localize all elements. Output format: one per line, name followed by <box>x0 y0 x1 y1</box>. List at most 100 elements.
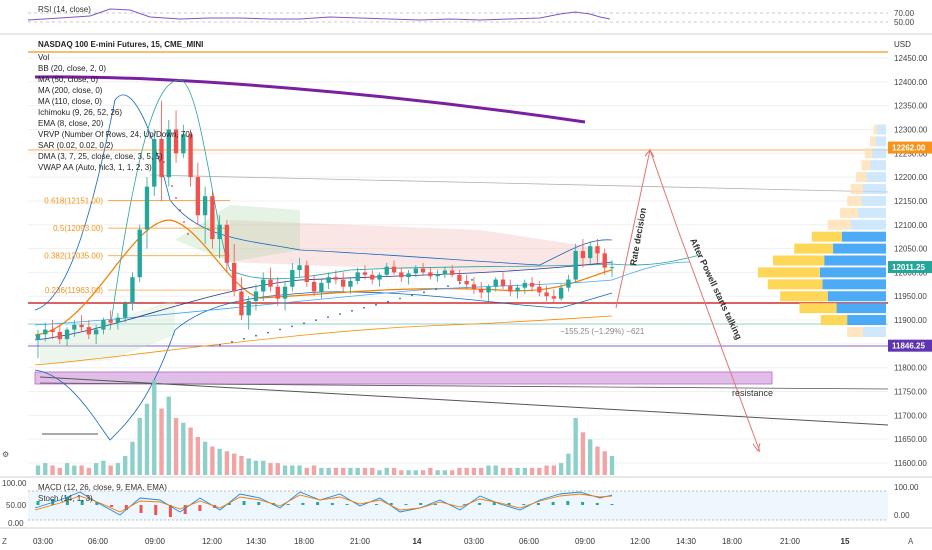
candle-body <box>115 317 121 323</box>
volume-bar <box>123 456 128 475</box>
volume-bar <box>580 432 586 475</box>
vrvp-down-bar <box>827 291 886 302</box>
legend-item[interactable]: MA (50, close, 0) <box>38 75 98 84</box>
legend-item[interactable]: BB (20, close, 2, 0) <box>38 64 106 73</box>
volume-bars <box>35 380 615 475</box>
macd-bar <box>65 497 69 505</box>
vrvp-up-bar <box>864 148 872 159</box>
time-tick-label: 14 <box>413 537 422 546</box>
macd-tick-left-0: 0.00 <box>8 519 24 528</box>
volume-bar <box>246 458 251 475</box>
candle-body <box>326 277 331 283</box>
volume-bar <box>515 467 520 475</box>
candle-body <box>166 129 171 178</box>
candle-body <box>413 268 419 274</box>
volume-bar <box>566 453 571 475</box>
price-pane[interactable]: 0.618(12151.00) 0.5(12093.00) 0.382(12035.… <box>28 51 889 475</box>
price-tick-label: 12050.00 <box>894 245 928 254</box>
candle-body <box>580 250 586 259</box>
price-tick-label: 11900.00 <box>894 316 927 325</box>
candle-body <box>297 265 302 271</box>
legend-item[interactable]: VRVP (Number Of Rows, 24, Up/Down, 70) <box>38 130 193 139</box>
price-axis[interactable]: USD 12450.00 12400.00 12350.00 12300.00 1225… <box>894 40 928 468</box>
volume-bar <box>93 463 99 475</box>
volume-bar <box>275 463 280 475</box>
volume-bar <box>435 470 440 475</box>
macd-tick-right-100: 100.00 <box>894 483 919 492</box>
candle-body <box>144 186 150 230</box>
annotation-resistance[interactable]: resistance <box>732 388 773 398</box>
macd-pane[interactable]: MACD (12, 26, close, 9, EMA, EMA) Stoch … <box>2 479 919 528</box>
compare-icon[interactable]: ⚙ <box>2 450 9 459</box>
candle-body <box>93 329 99 335</box>
fib-level-label: 0.382(12035.00) <box>44 252 103 261</box>
legend-item[interactable]: MA (110, close, 0) <box>38 97 102 106</box>
macd-bar <box>389 503 393 505</box>
legend-item[interactable]: VWAP AA (Auto, hlc3, 1, 1, 2, 3) <box>38 163 152 172</box>
ma-200-curve[interactable] <box>34 75 586 124</box>
auto-scale-icon[interactable]: A <box>908 537 914 546</box>
volume-bar <box>173 418 179 475</box>
fib-level-label: 0.618(12151.00) <box>44 196 103 205</box>
macd-bar <box>507 503 511 505</box>
candle-body <box>35 334 41 340</box>
sar-dot <box>339 313 341 315</box>
volume-bar <box>108 465 113 475</box>
volume-bar <box>340 467 346 475</box>
legend-item[interactable]: DMA (3, 7, 25, close, close, 3, 5, 5) <box>38 152 163 161</box>
candle-body <box>333 277 339 280</box>
candle-body <box>311 281 317 292</box>
volume-bar <box>420 470 426 475</box>
arrow-rate-decision[interactable] <box>615 148 761 453</box>
volume-bar <box>202 441 208 475</box>
vrvp-down-bar <box>850 219 886 230</box>
macd-bar <box>492 502 496 505</box>
time-axis[interactable]: 03:00 06:00 09:00 12:00 14:30 18:00 21:00 14 03:… <box>33 537 850 546</box>
volume-bar <box>188 427 193 475</box>
candle-body <box>246 301 251 316</box>
legend-item[interactable]: MA (200, close, 0) <box>38 86 103 95</box>
timezone-icon[interactable]: Z <box>2 537 7 546</box>
fib-retracement[interactable]: 0.618(12151.00) 0.5(12093.00) 0.382(12035.… <box>44 196 230 295</box>
macd-bar <box>257 502 261 505</box>
vrvp-up-bar <box>873 124 878 135</box>
price-tag-box <box>888 141 932 154</box>
grid <box>28 57 888 464</box>
candle-body <box>493 279 498 287</box>
macd-bar <box>183 505 187 514</box>
macd-bar <box>139 505 143 513</box>
legend-item[interactable]: Vol <box>38 53 49 62</box>
annotation-powell[interactable]: After Powell starts talking <box>688 237 744 341</box>
candle-body <box>537 286 542 293</box>
volume-bar <box>493 465 498 475</box>
arrow-head-bottom <box>752 442 761 453</box>
vrvp-up-bar <box>780 291 828 302</box>
symbol-title[interactable]: NASDAQ 100 E-mini Futures, 15, CME_MINI <box>38 40 203 49</box>
currency-label: USD <box>894 40 911 49</box>
price-tick-label: 12200.00 <box>894 173 928 182</box>
vrvp-up-bar <box>799 303 837 314</box>
macd-bar <box>478 503 482 505</box>
candlesticks[interactable] <box>35 100 615 359</box>
volume-bar <box>181 422 186 475</box>
volume-bar <box>508 467 513 475</box>
volume-bar <box>268 463 273 475</box>
trendline-light-gray[interactable] <box>149 174 889 193</box>
legend-item[interactable]: SAR (0.02, 0.02, 0.2) <box>38 141 113 150</box>
sar-dot <box>399 297 401 300</box>
vrvp-up-bar <box>861 160 871 171</box>
resistance-zone[interactable] <box>34 371 773 385</box>
volume-bar <box>210 446 215 475</box>
volume-bar <box>464 467 469 475</box>
legend-item[interactable]: EMA (8, close, 20) <box>38 119 104 128</box>
candle-body <box>406 273 411 278</box>
legend-item[interactable]: Ichimoku (9, 26, 52, 26) <box>38 108 122 117</box>
trendline-gray-flat[interactable] <box>39 382 889 390</box>
time-tick-label: 06:00 <box>519 537 540 546</box>
volume-bar <box>609 456 615 475</box>
indicator-legend[interactable]: NASDAQ 100 E-mini Futures, 15, CME_MINI … <box>38 40 203 172</box>
macd-bar <box>581 502 585 505</box>
volume-bar <box>362 467 368 475</box>
candle-body <box>435 274 440 277</box>
